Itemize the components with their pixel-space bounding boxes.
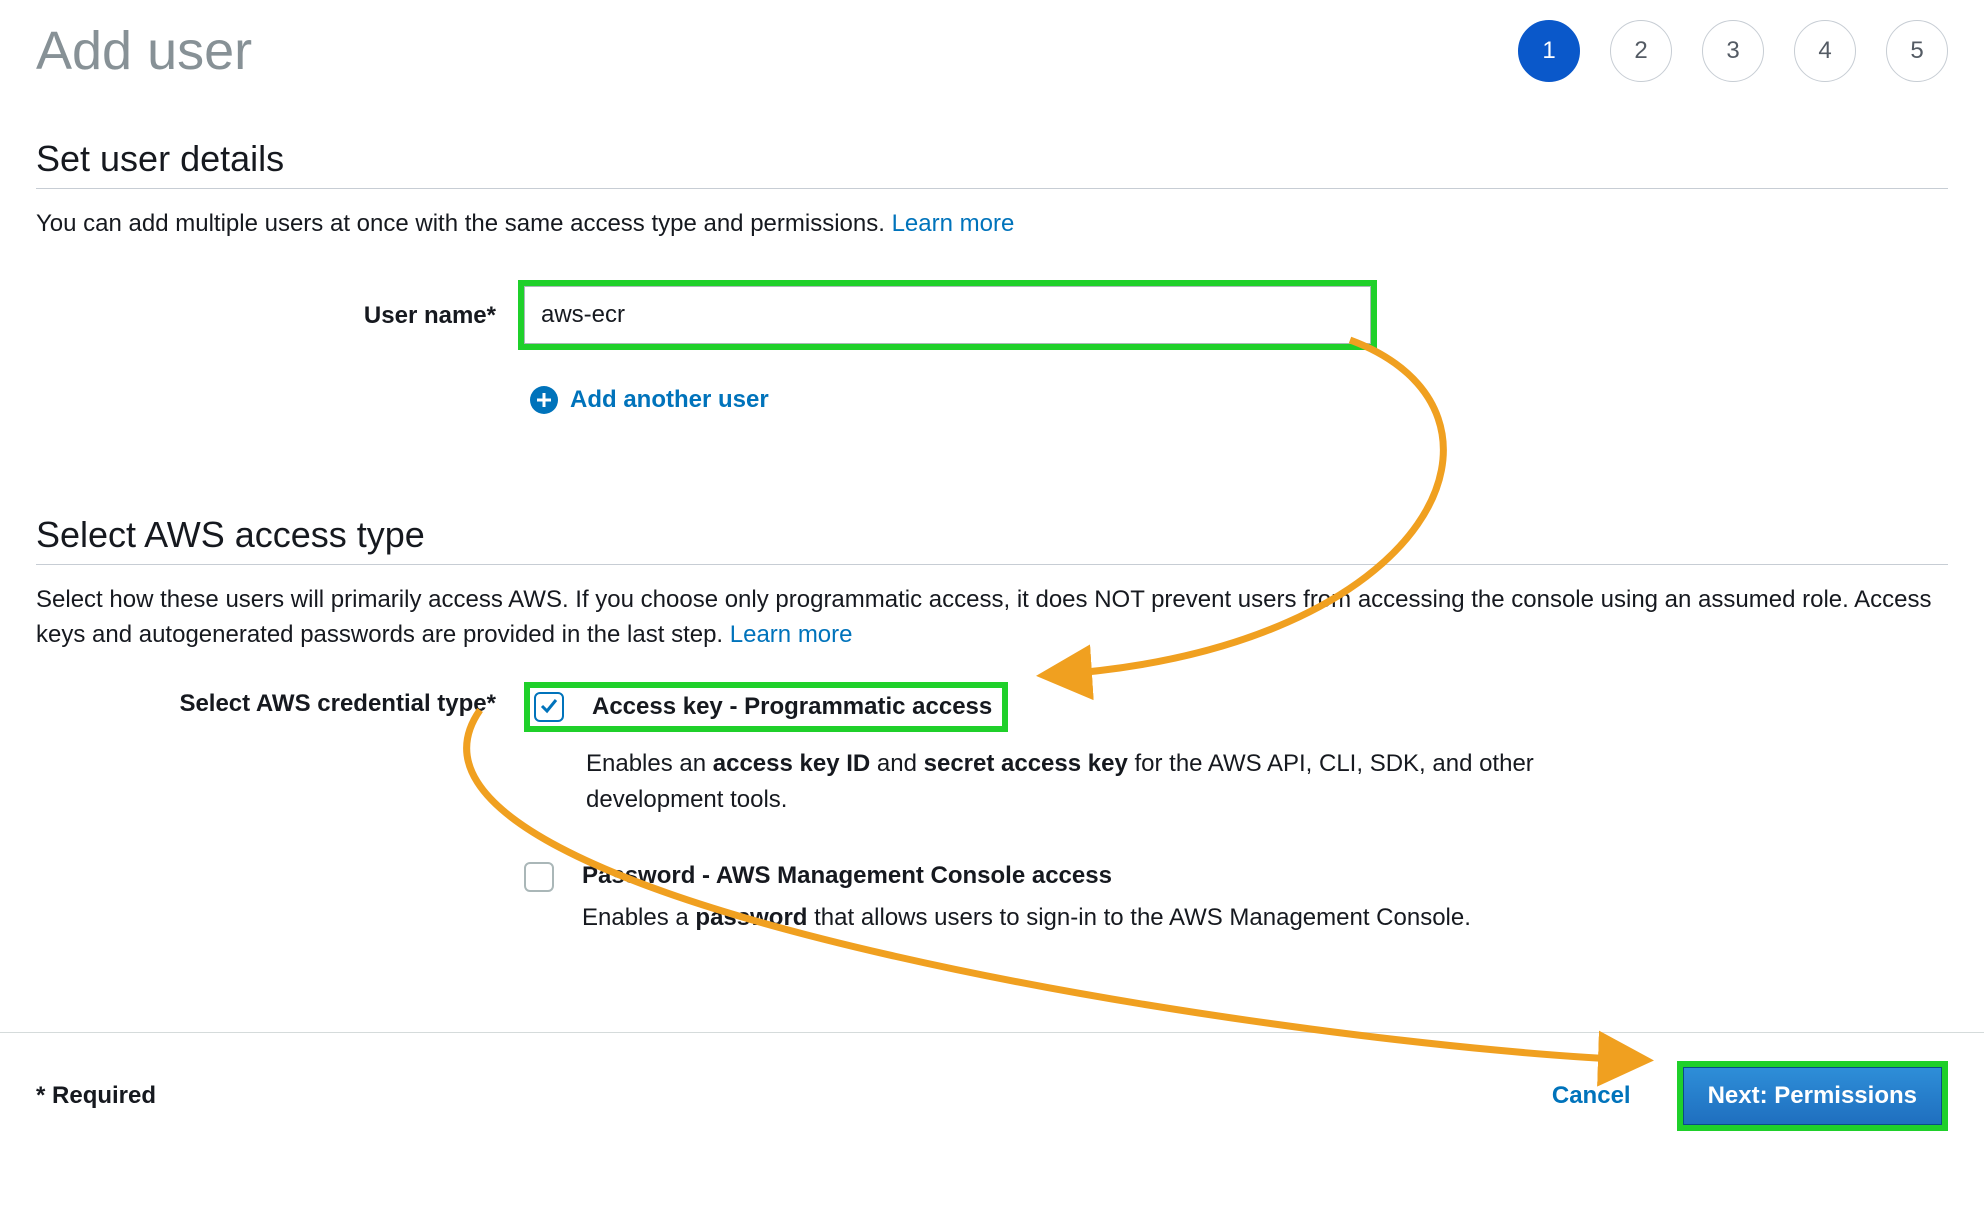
section-subtitle-details: You can add multiple users at once with … — [36, 207, 1948, 242]
username-label: User name* — [36, 286, 524, 414]
section-heading-access: Select AWS access type — [36, 514, 1948, 565]
next-permissions-button[interactable]: Next: Permissions — [1683, 1067, 1942, 1125]
required-note: * Required — [36, 1082, 156, 1110]
credential-option-title: Password - AWS Management Console access — [582, 862, 1471, 890]
credential-option-desc: Enables a password that allows users to … — [582, 900, 1471, 936]
wizard-step-2[interactable]: 2 — [1610, 20, 1672, 82]
plus-circle-icon — [530, 386, 558, 414]
access-subtitle-text: Select how these users will primarily ac… — [36, 586, 1931, 648]
credential-checkbox[interactable] — [534, 692, 564, 722]
footer-bar: * Required Cancel Next: Permissions — [0, 1032, 1984, 1131]
learn-more-link[interactable]: Learn more — [730, 621, 853, 648]
credential-option-desc: Enables an access key ID and secret acce… — [586, 746, 1574, 818]
cancel-button[interactable]: Cancel — [1552, 1082, 1631, 1110]
wizard-step-5[interactable]: 5 — [1886, 20, 1948, 82]
add-another-user-button[interactable]: Add another user — [530, 386, 1948, 414]
section-subtitle-access: Select how these users will primarily ac… — [36, 583, 1948, 653]
section-heading-details: Set user details — [36, 138, 1948, 189]
wizard-step-4[interactable]: 4 — [1794, 20, 1856, 82]
credential-checkbox[interactable] — [524, 862, 554, 892]
credential-type-label: Select AWS credential type* — [36, 682, 524, 936]
page-title: Add user — [36, 20, 252, 82]
username-input[interactable] — [524, 286, 1371, 344]
credential-option-title: Access key - Programmatic access — [592, 693, 992, 721]
wizard-step-1[interactable]: 1 — [1518, 20, 1580, 82]
learn-more-link[interactable]: Learn more — [892, 210, 1015, 237]
credential-highlight: Access key - Programmatic access — [524, 682, 1008, 732]
details-subtitle-text: You can add multiple users at once with … — [36, 210, 892, 237]
next-button-highlight: Next: Permissions — [1677, 1061, 1948, 1131]
wizard-step-3[interactable]: 3 — [1702, 20, 1764, 82]
add-another-user-label: Add another user — [570, 386, 769, 414]
wizard-stepper: 12345 — [1518, 20, 1948, 82]
